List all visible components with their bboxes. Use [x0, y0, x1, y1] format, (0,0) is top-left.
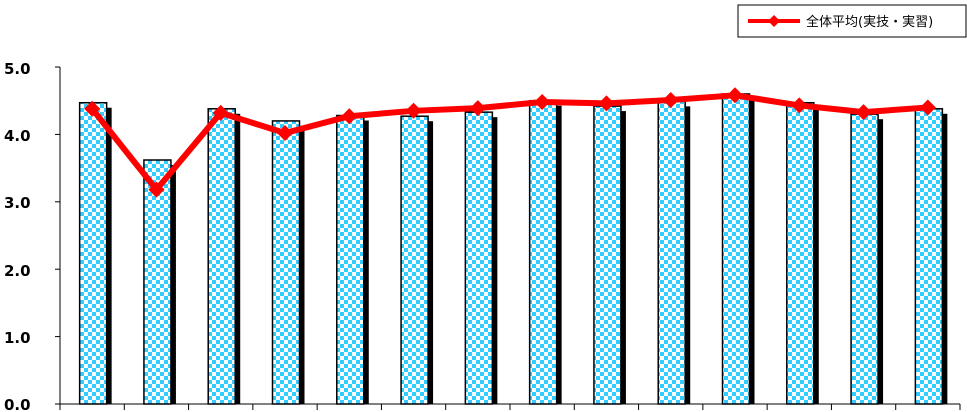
bar-fill	[850, 113, 879, 405]
y-tick-label: 1.0	[4, 329, 31, 347]
line-point	[84, 100, 101, 117]
line-point	[341, 108, 358, 125]
line-point	[212, 104, 229, 121]
bar-fill	[786, 101, 815, 405]
bar-fill	[593, 105, 622, 405]
bar	[464, 111, 498, 405]
y-tick-label: 2.0	[4, 262, 31, 280]
legend-entry-label: 全体平均(実技・実習)	[806, 14, 933, 30]
line-point	[405, 102, 422, 119]
bar-fill	[464, 111, 494, 405]
bar	[593, 105, 626, 405]
line-point	[598, 95, 615, 112]
line-point	[791, 97, 808, 114]
bar	[914, 108, 948, 405]
line-point	[919, 99, 936, 116]
bar	[78, 101, 112, 405]
bar	[336, 114, 369, 405]
line-point	[534, 94, 551, 111]
line-point	[855, 104, 872, 121]
bar-fill	[336, 114, 365, 405]
line-point	[277, 125, 293, 142]
bar	[143, 159, 176, 405]
bar	[528, 99, 562, 405]
bar-fill	[721, 93, 751, 405]
line-series	[84, 87, 936, 198]
bar-fill	[143, 159, 172, 405]
y-tick-labels: 0.0 1.0 2.0 3.0 4.0 5.0	[4, 60, 31, 412]
bar-fill	[400, 115, 429, 405]
bar	[207, 108, 241, 405]
line-point	[469, 100, 486, 117]
legend-marker	[768, 15, 780, 27]
bar-fill	[914, 108, 944, 405]
bar	[400, 115, 434, 405]
bar-fill	[207, 108, 236, 405]
bar-fill	[271, 120, 301, 405]
y-tick-label: 0.0	[4, 396, 31, 412]
bar-fill	[657, 100, 686, 405]
series-line	[89, 92, 929, 193]
legend: 全体平均(実技・実習)	[737, 4, 967, 38]
bar-fill	[78, 101, 108, 405]
axis-ticks	[55, 66, 961, 410]
bar	[850, 113, 884, 405]
line-point	[148, 181, 165, 198]
y-tick-label: 5.0	[4, 60, 31, 78]
bars	[78, 93, 948, 405]
bar	[657, 100, 691, 405]
bar	[721, 93, 755, 405]
bar-fill	[528, 99, 558, 405]
line-point	[662, 92, 679, 109]
bar	[786, 101, 819, 405]
line-point	[727, 87, 743, 104]
bar	[271, 120, 305, 405]
y-tick-label: 3.0	[4, 194, 31, 212]
y-tick-label: 4.0	[4, 127, 31, 145]
